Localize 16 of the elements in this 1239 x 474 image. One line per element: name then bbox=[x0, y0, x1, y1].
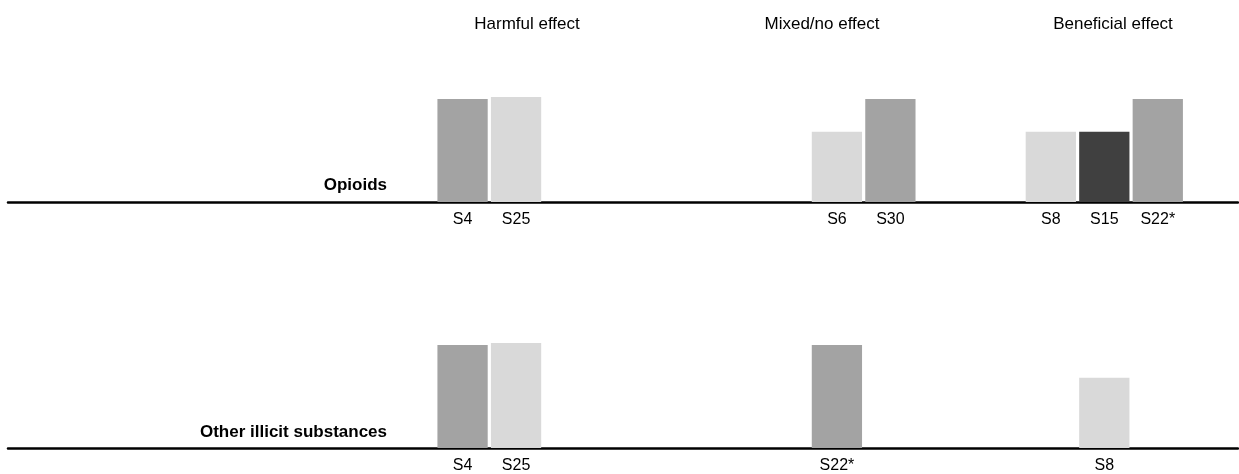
x-tick-label: S8 bbox=[1041, 209, 1061, 227]
x-tick-label: S15 bbox=[1090, 209, 1119, 227]
y-axis-title: Opioids bbox=[323, 175, 387, 194]
y-axis-title: Other illicit substances bbox=[199, 422, 387, 441]
x-tick-label: S22* bbox=[819, 455, 855, 473]
x-tick-label: S30 bbox=[876, 209, 905, 227]
x-tick-label: S25 bbox=[501, 455, 531, 473]
x-tick-label: S4 bbox=[452, 455, 473, 473]
x-tick-label: S8 bbox=[1094, 455, 1115, 473]
text: Beneficial effect bbox=[1053, 14, 1174, 33]
x-tick-label: S22* bbox=[1140, 209, 1176, 227]
x-tick-label: S4 bbox=[452, 209, 473, 227]
text: Mixed/no effect bbox=[764, 14, 880, 33]
x-tick-label: S25 bbox=[501, 209, 531, 227]
text: Harmful effect bbox=[474, 14, 581, 33]
x-tick-label: S6 bbox=[827, 209, 847, 227]
